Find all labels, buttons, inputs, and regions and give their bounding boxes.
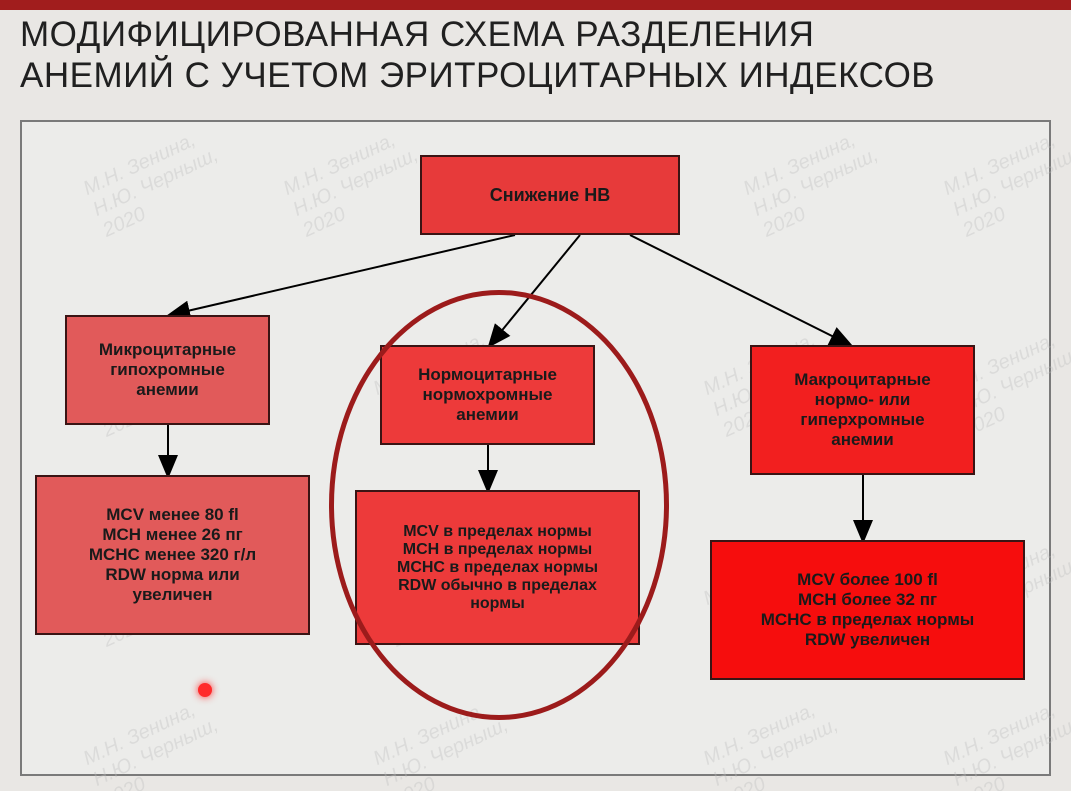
title-line-2: АНЕМИЙ С УЧЕТОМ ЭРИТРОЦИТАРНЫХ ИНДЕКСОВ [20, 56, 935, 95]
title-line-1: МОДИФИЦИРОВАННАЯ СХЕМА РАЗДЕЛЕНИЯ [20, 15, 814, 54]
flowchart-canvas: М.Н. Зенина, Н.Ю. Черныш, 2020 М.Н. Зенин… [20, 120, 1051, 776]
node-normocytic-title: Нормоцитарные нормохромные анемии [380, 345, 595, 445]
watermark-text: М.Н. Зенина, Н.Ю. Черныш, 2020 [940, 693, 1071, 791]
node-macrocytic-detail: MCV более 100 fl MCH более 32 пг MCHC в … [710, 540, 1025, 680]
header-accent-bar [0, 0, 1071, 10]
flowchart-frame: М.Н. Зенина, Н.Ю. Черныш, 2020 М.Н. Зенин… [20, 120, 1051, 776]
watermark-text: М.Н. Зенина, Н.Ю. Черныш, 2020 [370, 693, 522, 791]
node-macrocytic-title: Макроцитарные нормо- или гиперхромные ан… [750, 345, 975, 475]
watermark-text: М.Н. Зенина, Н.Ю. Черныш, 2020 [80, 693, 232, 791]
watermark-text: М.Н. Зенина, Н.Ю. Черныш, 2020 [80, 123, 232, 243]
watermark-text: М.Н. Зенина, Н.Ю. Черныш, 2020 [740, 123, 892, 243]
watermark-text: М.Н. Зенина, Н.Ю. Черныш, 2020 [280, 123, 432, 243]
node-normocytic-detail: MCV в пределах нормы MCH в пределах норм… [355, 490, 640, 645]
slide-title: МОДИФИЦИРОВАННАЯ СХЕМА РАЗДЕЛЕНИЯ АНЕМИЙ… [20, 14, 1051, 97]
watermark-text: М.Н. Зенина, Н.Ю. Черныш, 2020 [700, 693, 852, 791]
watermark-text: М.Н. Зенина, Н.Ю. Черныш, 2020 [940, 123, 1071, 243]
laser-pointer-dot [198, 683, 212, 697]
slide-page: МОДИФИЦИРОВАННАЯ СХЕМА РАЗДЕЛЕНИЯ АНЕМИЙ… [0, 0, 1071, 791]
node-microcytic-detail: MCV менее 80 fl MCH менее 26 пг MCHC мен… [35, 475, 310, 635]
node-microcytic-title: Микроцитарные гипохромные анемии [65, 315, 270, 425]
node-root: Снижение HB [420, 155, 680, 235]
